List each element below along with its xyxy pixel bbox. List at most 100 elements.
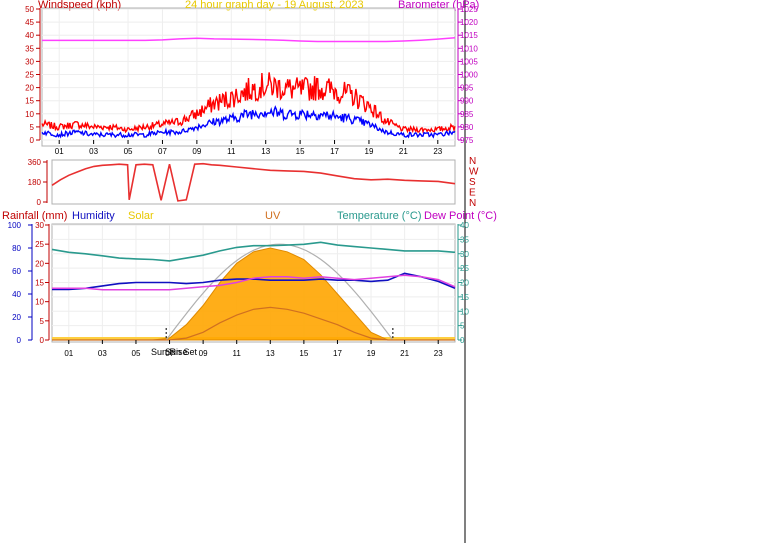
compass-label: E xyxy=(469,188,476,199)
direction-panel-series xyxy=(51,162,456,202)
compass-label: N xyxy=(469,198,476,209)
temperature-tick-label: 15 xyxy=(460,293,469,302)
wind-panel-frame xyxy=(41,7,456,147)
humidity-tick-label: 60 xyxy=(12,267,21,276)
hour-tick-label: 07 xyxy=(165,349,174,358)
hour-tick-label: 17 xyxy=(330,147,339,156)
barometer-tick-label: 1025 xyxy=(460,5,478,14)
rain-tick-label: 30 xyxy=(35,221,44,230)
rain-tick-label: 15 xyxy=(35,279,44,288)
legend-solar: Solar xyxy=(128,210,154,222)
barometer-tick-label: 990 xyxy=(460,97,474,106)
humidity-tick-label: 100 xyxy=(8,221,22,230)
legend-rainfall: Rainfall (mm) xyxy=(2,210,67,222)
legend-uv: UV xyxy=(265,210,281,222)
temperature-series-line xyxy=(51,241,456,262)
direction-series-line xyxy=(51,162,456,202)
barometer-tick-label: 985 xyxy=(460,110,474,119)
humidity-tick-label: 40 xyxy=(12,290,21,299)
hour-tick-label: 19 xyxy=(367,349,376,358)
windspeed-tick-label: 35 xyxy=(25,44,34,53)
hour-tick-label: 15 xyxy=(296,147,305,156)
chart-title: 24 hour graph day - 19 August, 2023 xyxy=(185,0,364,11)
humidity-tick-label: 0 xyxy=(17,336,22,345)
barometer-tick-label: 980 xyxy=(460,123,474,132)
sunrise-label: Sun Rise xyxy=(151,347,188,357)
windspeed-tick-label: 10 xyxy=(25,110,34,119)
hour-tick-label: 15 xyxy=(299,349,308,358)
hour-tick-label: 05 xyxy=(124,147,133,156)
barometer-tick-label: 1000 xyxy=(460,71,478,80)
hour-tick-label: 03 xyxy=(89,147,98,156)
hour-tick-label: 05 xyxy=(132,349,141,358)
barometer-axis-title: Barometer (hPa) xyxy=(398,0,479,11)
temperature-tick-label: 20 xyxy=(460,279,469,288)
humidity-series-line xyxy=(52,272,456,291)
barometer-tick-label: 1005 xyxy=(460,57,478,66)
windspeed-tick-label: 0 xyxy=(30,136,35,145)
hour-tick-label: 19 xyxy=(365,147,374,156)
gust-series-line xyxy=(41,72,456,134)
windspeed-tick-label: 15 xyxy=(25,97,34,106)
compass-label: N xyxy=(469,156,476,167)
humidity-tick-label: 20 xyxy=(12,313,21,322)
hour-tick-label: 23 xyxy=(434,349,443,358)
wind-panel-grid xyxy=(42,8,455,141)
temperature-tick-label: 25 xyxy=(460,264,469,273)
barometer-tick-label: 975 xyxy=(460,136,474,145)
temperature-tick-label: 10 xyxy=(460,307,469,316)
windspeed-tick-label: 5 xyxy=(30,123,35,132)
windspeed-tick-label: 25 xyxy=(25,71,34,80)
wind-series-line xyxy=(41,105,456,139)
barometer-tick-label: 995 xyxy=(460,84,474,93)
solar-max-curve xyxy=(165,243,394,341)
uv-series-line xyxy=(52,306,455,341)
hour-tick-label: 07 xyxy=(158,147,167,156)
barometer-tick-label: 1015 xyxy=(460,31,478,40)
dewpoint-series-line xyxy=(52,274,456,291)
temp-panel-series xyxy=(51,241,456,341)
barometer-tick-label: 1020 xyxy=(460,18,478,27)
direction-tick-label: 180 xyxy=(28,178,42,187)
hour-tick-label: 21 xyxy=(399,147,408,156)
temperature-tick-label: 0 xyxy=(460,336,465,345)
hour-tick-label: 17 xyxy=(333,349,342,358)
hour-tick-label: 11 xyxy=(233,349,242,358)
barometer-series-line xyxy=(42,37,456,43)
windspeed-tick-label: 50 xyxy=(25,5,34,14)
hour-tick-label: 01 xyxy=(64,349,73,358)
rain-tick-label: 5 xyxy=(40,317,45,326)
rain-tick-label: 25 xyxy=(35,240,44,249)
hour-tick-label: 11 xyxy=(227,147,236,156)
rain-tick-label: 10 xyxy=(35,298,44,307)
hour-tick-label: 09 xyxy=(192,147,201,156)
windspeed-tick-label: 20 xyxy=(25,84,34,93)
direction-tick-label: 360 xyxy=(28,158,42,167)
rain-tick-label: 0 xyxy=(40,336,45,345)
windspeed-tick-label: 40 xyxy=(25,31,34,40)
hour-tick-label: 23 xyxy=(433,147,442,156)
hour-tick-label: 21 xyxy=(400,349,409,358)
compass-label: S xyxy=(469,177,476,188)
compass-label: W xyxy=(469,167,479,178)
barometer-tick-label: 1010 xyxy=(460,44,478,53)
rain-tick-label: 20 xyxy=(35,259,44,268)
hour-tick-label: 03 xyxy=(98,349,107,358)
temperature-tick-label: 35 xyxy=(460,235,469,244)
legend-temperature: Temperature (°C) xyxy=(337,210,421,222)
hour-tick-label: 13 xyxy=(261,147,270,156)
windspeed-tick-label: 30 xyxy=(25,57,34,66)
sunset-label: Sun Set xyxy=(165,347,198,357)
direction-panel-frame xyxy=(51,159,456,205)
humidity-tick-label: 80 xyxy=(12,244,21,253)
direction-tick-label: 0 xyxy=(37,198,42,207)
legend-dewpoint: Dew Point (°C) xyxy=(424,210,497,222)
windspeed-tick-label: 45 xyxy=(25,18,34,27)
wind-panel-axes: 0510152025303540455097598098599099510001… xyxy=(25,5,478,156)
temperature-tick-label: 5 xyxy=(460,322,465,331)
windspeed-axis-title: Windspeed (kph) xyxy=(38,0,121,11)
temperature-tick-label: 30 xyxy=(460,250,469,259)
temp-panel-axes: 0204060801000510152025300510152025303540… xyxy=(8,221,470,358)
